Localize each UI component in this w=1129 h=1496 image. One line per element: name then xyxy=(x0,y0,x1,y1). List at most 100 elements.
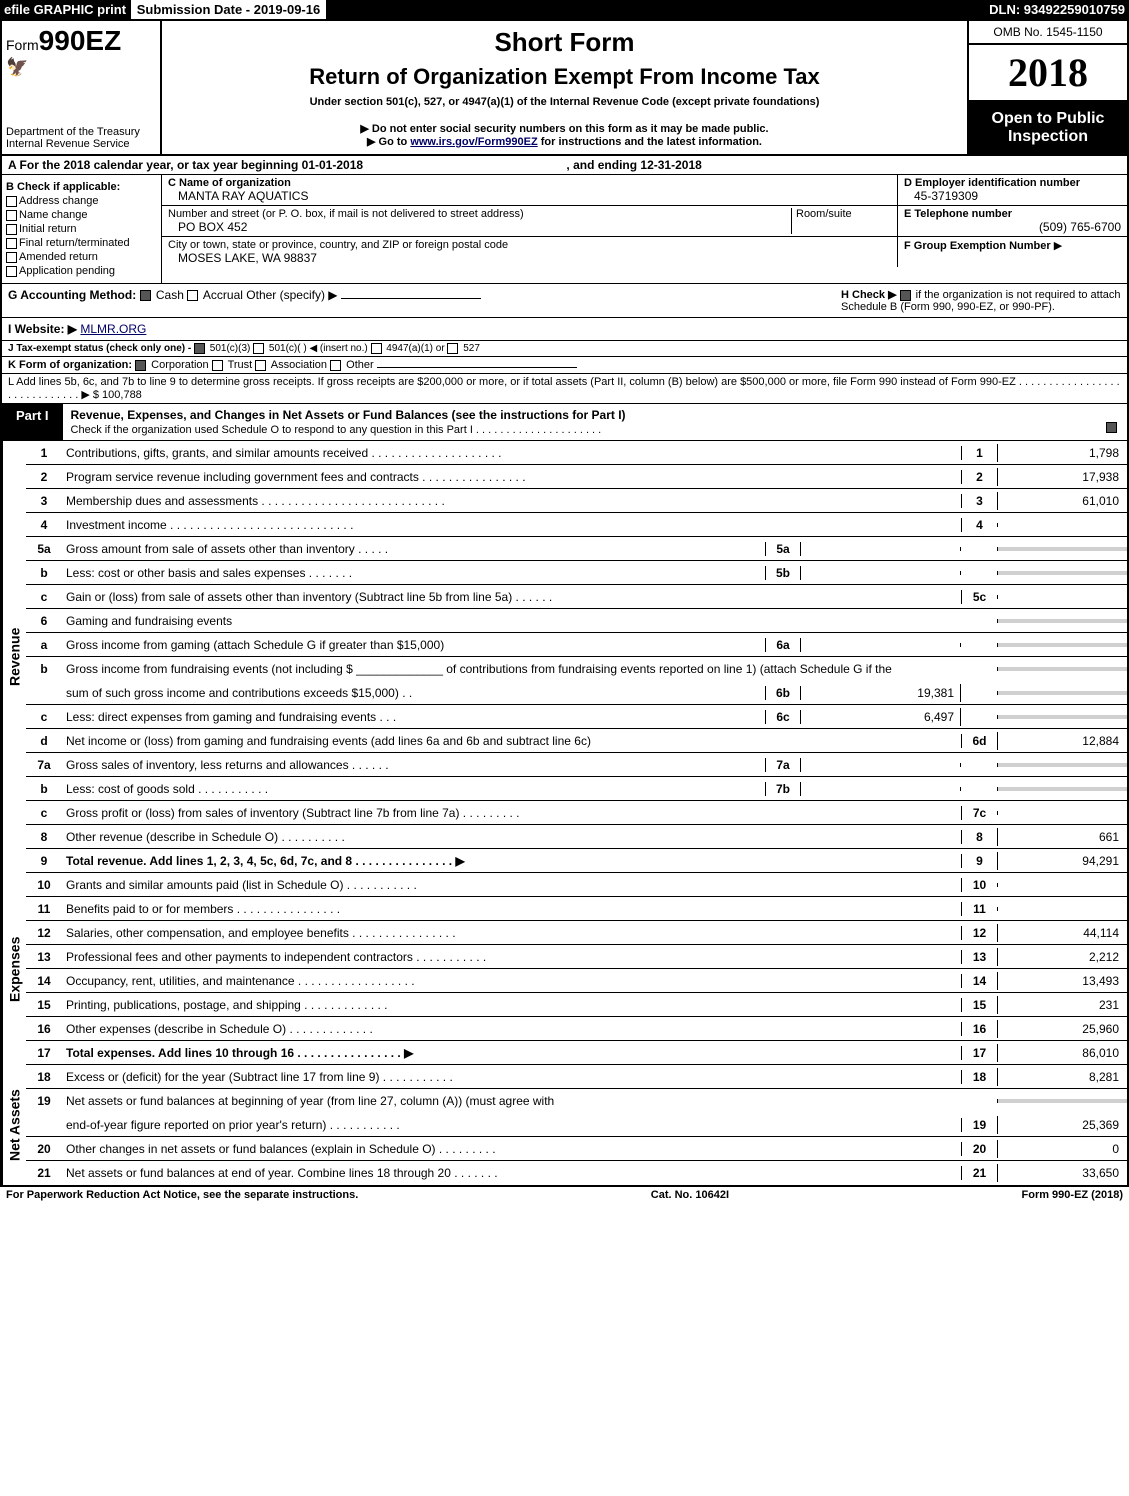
section-f-group: F Group Exemption Number ▶ xyxy=(897,237,1127,267)
line-21-val: 33,650 xyxy=(997,1164,1127,1182)
line-6c: cLess: direct expenses from gaming and f… xyxy=(26,705,1127,729)
k-assoc: Association xyxy=(271,359,327,371)
revenue-section: Revenue 1Contributions, gifts, grants, a… xyxy=(2,441,1127,873)
under-section: Under section 501(c), 527, or 4947(a)(1)… xyxy=(170,96,959,108)
line-4-desc: Investment income . . . . . . . . . . . … xyxy=(62,516,961,534)
line-21: 21Net assets or fund balances at end of … xyxy=(26,1161,1127,1185)
check-corporation[interactable] xyxy=(135,360,146,371)
line-6c-num: c xyxy=(26,708,62,726)
line-18: 18Excess or (deficit) for the year (Subt… xyxy=(26,1065,1127,1089)
c-value: MANTA RAY AQUATICS xyxy=(168,189,308,203)
website-link[interactable]: MLMR.ORG xyxy=(80,322,146,336)
check-initial-label: Initial return xyxy=(19,223,76,235)
line-1: 1Contributions, gifts, grants, and simil… xyxy=(26,441,1127,465)
form-revision: Form 990-EZ (2018) xyxy=(1022,1189,1123,1201)
check-527[interactable] xyxy=(447,343,458,354)
line-8-rnum: 8 xyxy=(961,830,997,844)
check-cash[interactable] xyxy=(140,290,151,301)
line-4-num: 4 xyxy=(26,516,62,534)
netassets-lines: 18Excess or (deficit) for the year (Subt… xyxy=(26,1065,1127,1185)
line-6d-num: d xyxy=(26,732,62,750)
line-11-num: 11 xyxy=(26,900,62,918)
line-12-val: 44,114 xyxy=(997,924,1127,942)
line-15: 15Printing, publications, postage, and s… xyxy=(26,993,1127,1017)
check-address-change[interactable] xyxy=(6,196,17,207)
line-6a: aGross income from gaming (attach Schedu… xyxy=(26,633,1127,657)
line-15-num: 15 xyxy=(26,996,62,1014)
line-6b2-num xyxy=(26,691,62,695)
cat-no: Cat. No. 10642I xyxy=(651,1189,729,1201)
check-amended-return[interactable] xyxy=(6,252,17,263)
check-501c3[interactable] xyxy=(194,343,205,354)
check-final-return[interactable] xyxy=(6,238,17,249)
check-4947[interactable] xyxy=(371,343,382,354)
check-address-label: Address change xyxy=(19,195,99,207)
line-5a-mnum: 5a xyxy=(765,542,801,556)
section-g: G Accounting Method: Cash Accrual Other … xyxy=(8,288,841,313)
line-17: 17Total expenses. Add lines 10 through 1… xyxy=(26,1041,1127,1065)
line-13: 13Professional fees and other payments t… xyxy=(26,945,1127,969)
check-pending-label: Application pending xyxy=(19,265,115,277)
line-12-rnum: 12 xyxy=(961,926,997,940)
check-trust[interactable] xyxy=(212,360,223,371)
line-19b-desc: end-of-year figure reported on prior yea… xyxy=(62,1116,961,1134)
line-6: 6Gaming and fundraising events xyxy=(26,609,1127,633)
line-6-rshade2 xyxy=(997,619,1127,623)
line-17-val: 86,010 xyxy=(997,1044,1127,1062)
d-value: 45-3719309 xyxy=(904,189,978,203)
dept-treasury: Department of the Treasury xyxy=(6,126,156,138)
check-schedule-b[interactable] xyxy=(900,290,911,301)
line-5a-num: 5a xyxy=(26,540,62,558)
goto-link[interactable]: www.irs.gov/Form990EZ xyxy=(410,136,537,148)
line-19b: end-of-year figure reported on prior yea… xyxy=(26,1113,1127,1137)
side-expenses: Expenses xyxy=(2,873,26,1065)
line-3-val: 61,010 xyxy=(997,492,1127,510)
line-7c-val xyxy=(997,811,1127,815)
line-19-desc: Net assets or fund balances at beginning… xyxy=(62,1092,961,1110)
line-1-num: 1 xyxy=(26,444,62,462)
line-10-num: 10 xyxy=(26,876,62,894)
expenses-lines: 10Grants and similar amounts paid (list … xyxy=(26,873,1127,1065)
line-2-desc: Program service revenue including govern… xyxy=(62,468,961,486)
line-6b2-rshade2 xyxy=(997,691,1127,695)
check-name-change[interactable] xyxy=(6,210,17,221)
city-label: City or town, state or province, country… xyxy=(168,239,508,251)
f-label: F Group Exemption Number xyxy=(904,240,1051,252)
line-20-num: 20 xyxy=(26,1140,62,1158)
goto-line: ▶ Go to www.irs.gov/Form990EZ for instru… xyxy=(170,135,959,148)
open-public-l1: Open to Public xyxy=(977,110,1119,128)
line-18-desc: Excess or (deficit) for the year (Subtra… xyxy=(62,1068,961,1086)
check-schedule-o[interactable] xyxy=(1106,422,1117,433)
check-accrual[interactable] xyxy=(187,290,198,301)
check-other-org[interactable] xyxy=(330,360,341,371)
line-20-val: 0 xyxy=(997,1140,1127,1158)
k-other-input[interactable] xyxy=(377,367,577,368)
line-15-desc: Printing, publications, postage, and shi… xyxy=(62,996,961,1014)
check-app-pending[interactable] xyxy=(6,266,17,277)
dept-irs: Internal Revenue Service xyxy=(6,138,156,150)
line-5a: 5aGross amount from sale of assets other… xyxy=(26,537,1127,561)
header-right: OMB No. 1545-1150 2018 Open to Public In… xyxy=(967,21,1127,154)
line-19b-val: 25,369 xyxy=(997,1116,1127,1134)
form-prefix: Form xyxy=(6,37,39,53)
line-12-num: 12 xyxy=(26,924,62,942)
part1-header: Part I Revenue, Expenses, and Changes in… xyxy=(2,404,1127,441)
line-6a-desc: Gross income from gaming (attach Schedul… xyxy=(62,636,765,654)
line-16-val: 25,960 xyxy=(997,1020,1127,1038)
g-other-input[interactable] xyxy=(341,298,481,299)
line-6-desc: Gaming and fundraising events xyxy=(62,612,961,630)
line-4-val xyxy=(997,523,1127,527)
line-18-val: 8,281 xyxy=(997,1068,1127,1086)
line-6a-mval xyxy=(801,643,961,647)
line-8-num: 8 xyxy=(26,828,62,846)
line-8-desc: Other revenue (describe in Schedule O) .… xyxy=(62,828,961,846)
check-501c[interactable] xyxy=(253,343,264,354)
period-begin: A For the 2018 calendar year, or tax yea… xyxy=(8,158,363,172)
line-14-val: 13,493 xyxy=(997,972,1127,990)
period-row: A For the 2018 calendar year, or tax yea… xyxy=(2,156,1127,175)
check-initial-return[interactable] xyxy=(6,224,17,235)
check-association[interactable] xyxy=(255,360,266,371)
check-amended-label: Amended return xyxy=(19,251,98,263)
line-20-rnum: 20 xyxy=(961,1142,997,1156)
line-5b-mnum: 5b xyxy=(765,566,801,580)
